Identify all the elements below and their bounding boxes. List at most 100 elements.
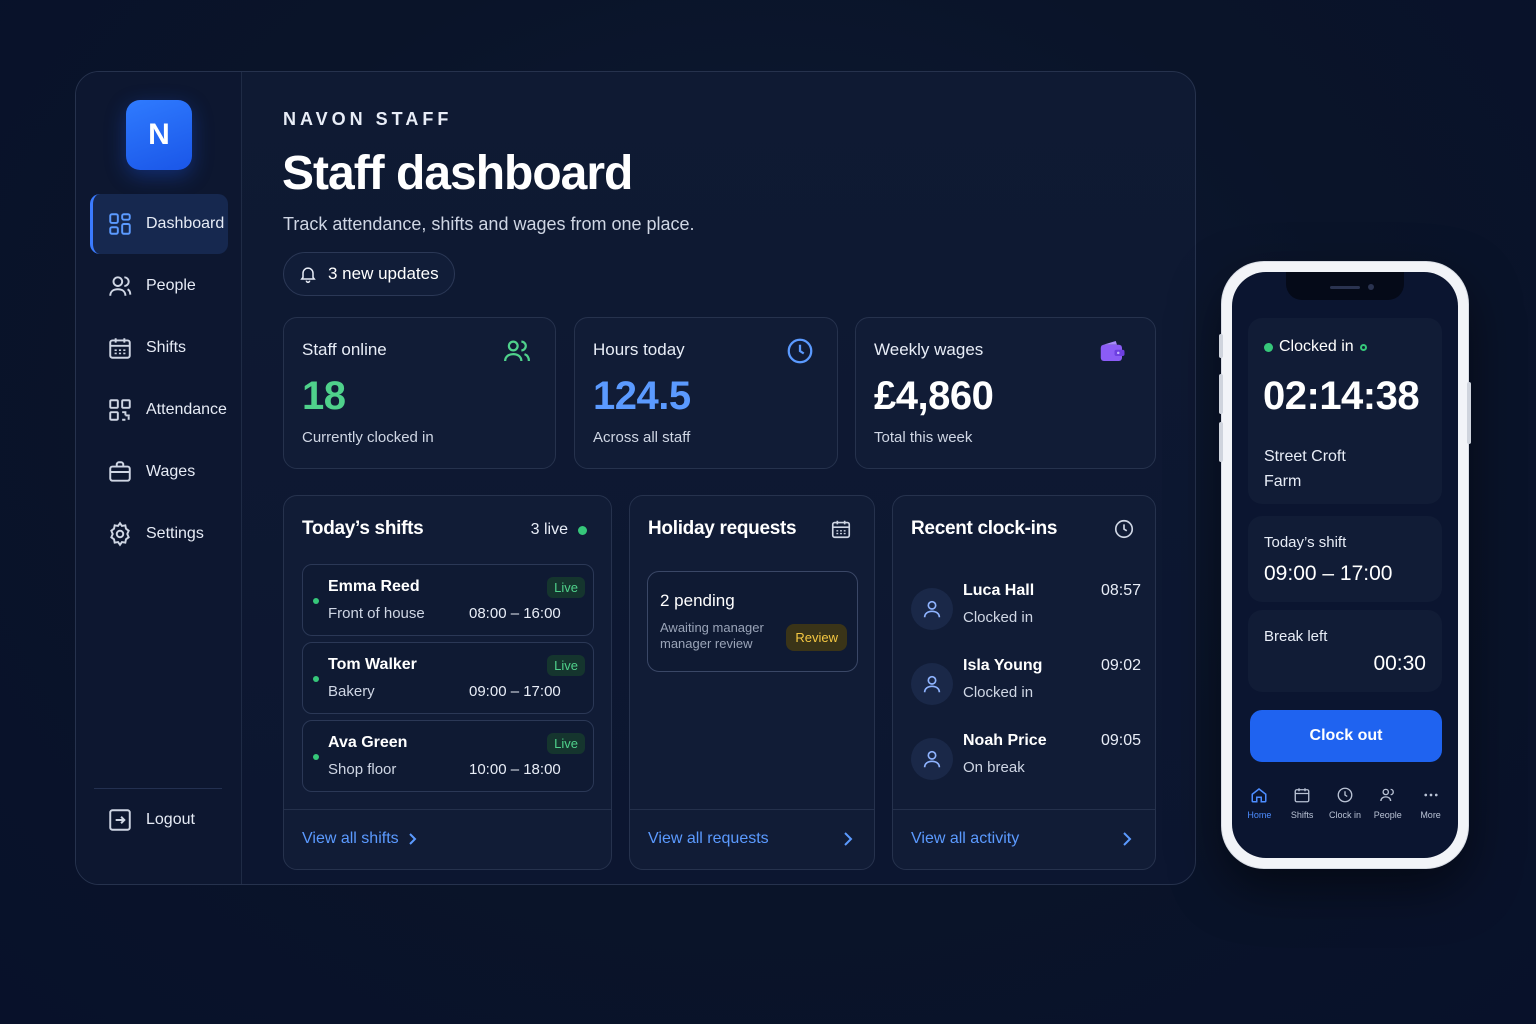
sidebar-item-label: Dashboard: [146, 215, 225, 232]
clockin-row[interactable]: Noah Price On break 09:05: [911, 732, 1141, 788]
stat-card-weekly-wages[interactable]: Weekly wages £4,860 Total this week: [855, 317, 1156, 469]
sidebar-item-label: Shifts: [146, 339, 187, 356]
clock-out-button[interactable]: Clock out: [1250, 710, 1442, 762]
break-label: Break left: [1264, 628, 1328, 645]
clockin-status: Clocked in: [963, 684, 1034, 701]
tab-label: More: [1420, 810, 1441, 820]
clockin-status: Clocked in: [963, 609, 1034, 626]
panel-title: Holiday requests: [648, 518, 797, 539]
view-all-requests-link[interactable]: View all requests: [648, 830, 769, 847]
clockin-name: Isla Young: [963, 657, 1043, 674]
calendar-icon: [106, 334, 134, 362]
status-dot: [313, 598, 319, 604]
holiday-panel: Holiday requests 2 pending Awaiting mana…: [629, 495, 875, 870]
updates-label: 3 new updates: [328, 264, 439, 283]
review-badge[interactable]: Review: [786, 624, 847, 651]
clockin-row[interactable]: Luca Hall Clocked in 08:57: [911, 582, 1141, 638]
tab-people[interactable]: People: [1368, 784, 1408, 844]
sidebar-item-people[interactable]: People: [90, 256, 228, 316]
logout-label: Logout: [146, 811, 195, 828]
shift-name: Tom Walker: [328, 656, 417, 673]
shift-name: Emma Reed: [328, 578, 420, 595]
clockin-time: 08:57: [1100, 582, 1141, 599]
stat-label: Weekly wages: [874, 340, 984, 359]
shift-item[interactable]: Tom Walker Bakery 09:00 – 17:00 Live: [302, 642, 594, 714]
tab-label: Shifts: [1290, 810, 1314, 820]
pending-sub: Awaiting manager manager review: [660, 620, 764, 651]
shift-item[interactable]: Ava Green Shop floor 10:00 – 18:00 Live: [302, 720, 594, 792]
panel-footer: View all requests: [630, 809, 874, 869]
clockin-name: Luca Hall: [963, 582, 1035, 599]
stat-card-staff-online[interactable]: Staff online 18 Currently clocked in: [283, 317, 556, 469]
clockin-time: 09:05: [1100, 732, 1141, 749]
today-shift-time: 09:00 – 17:00: [1264, 562, 1393, 585]
live-count-badge: 3 live: [531, 521, 587, 539]
today-shift-label: Today’s shift: [1264, 534, 1347, 551]
logout-button[interactable]: Logout: [90, 790, 228, 850]
panel-title: Today’s shifts: [302, 518, 424, 539]
page-title: Staff dashboard: [282, 147, 633, 200]
calendar-icon: [1293, 784, 1311, 806]
page-subtitle: Track attendance, shifts and wages from …: [283, 214, 695, 234]
phone-side-button: [1219, 334, 1223, 358]
tab-more[interactable]: More: [1411, 784, 1451, 844]
grid-icon: [106, 210, 134, 238]
clock-status-card: Clocked in 02:14:38 Street Croft Farm: [1248, 318, 1442, 504]
tab-home[interactable]: Home: [1239, 784, 1279, 844]
phone-side-button: [1219, 374, 1223, 414]
shift-dept: Front of house: [328, 605, 425, 622]
clockin-time: 09:02: [1100, 657, 1141, 674]
stat-card-hours-today[interactable]: Hours today 124.5 Across all staff: [574, 317, 838, 469]
sidebar-item-settings[interactable]: Settings: [90, 504, 228, 564]
chevron-right-icon[interactable]: [1121, 831, 1133, 852]
today-shift-card: Today’s shift 09:00 – 17:00: [1248, 516, 1442, 602]
app-logo[interactable]: N: [126, 100, 192, 170]
briefcase-icon: [106, 458, 134, 486]
clockin-status: On break: [963, 759, 1025, 776]
avatar-icon: [911, 588, 953, 630]
pending-requests-card[interactable]: 2 pending Awaiting manager manager revie…: [647, 571, 858, 672]
status-dot: [1264, 342, 1273, 352]
view-all-shifts-link[interactable]: View all shifts: [302, 830, 419, 848]
break-card: Break left 00:30: [1248, 610, 1442, 692]
tab-clock-in[interactable]: Clock in: [1325, 784, 1365, 844]
live-badge: Live: [547, 655, 585, 676]
stat-value: 18: [302, 374, 346, 418]
phone-mockup: Clocked in 02:14:38 Street Croft Farm To…: [1219, 262, 1471, 868]
updates-button[interactable]: 3 new updates: [283, 252, 455, 296]
clock-status-label: Clocked in: [1279, 338, 1354, 355]
status-dot: [313, 754, 319, 760]
sidebar-item-label: Attendance: [146, 401, 227, 418]
phone-power-button: [1467, 382, 1471, 444]
shift-time: 10:00 – 18:00: [469, 761, 561, 778]
brand-name: NAVON STAFF: [283, 109, 453, 129]
shift-dept: Bakery: [328, 683, 375, 700]
panel-footer: View all activity: [893, 809, 1155, 869]
stat-label: Staff online: [302, 340, 387, 359]
shifts-panel: Today’s shifts 3 live Emma Reed Front of…: [283, 495, 612, 870]
clockins-panel: Recent clock-ins Luca Hall Clocked in 08…: [892, 495, 1156, 870]
sidebar-item-label: People: [146, 277, 196, 294]
tab-shifts[interactable]: Shifts: [1282, 784, 1322, 844]
view-all-activity-link[interactable]: View all activity: [911, 830, 1020, 847]
phone-notch: [1286, 272, 1404, 300]
phone-side-button: [1219, 422, 1223, 462]
users-icon: [502, 336, 532, 366]
users-icon: [1379, 784, 1397, 806]
stat-value: 124.5: [593, 374, 691, 418]
link-label: View all shifts: [302, 830, 399, 847]
sidebar-item-wages[interactable]: Wages: [90, 442, 228, 502]
home-icon: [1250, 784, 1268, 806]
shift-item[interactable]: Emma Reed Front of house 08:00 – 16:00 L…: [302, 564, 594, 636]
user-icon: [106, 272, 134, 300]
sidebar-item-attendance[interactable]: Attendance: [90, 380, 228, 440]
live-count: 3 live: [530, 521, 568, 538]
chevron-right-icon[interactable]: [842, 831, 854, 852]
sidebar-divider: [94, 788, 222, 789]
stat-sub: Total this week: [874, 429, 973, 446]
sidebar-item-dashboard[interactable]: Dashboard: [90, 194, 228, 254]
dashboard-window: N Dashboard People Shifts Attendance: [75, 71, 1196, 885]
main-content: NAVON STAFF Staff dashboard Track attend…: [242, 72, 1195, 884]
clockin-row[interactable]: Isla Young Clocked in 09:02: [911, 657, 1141, 713]
sidebar-item-shifts[interactable]: Shifts: [90, 318, 228, 378]
